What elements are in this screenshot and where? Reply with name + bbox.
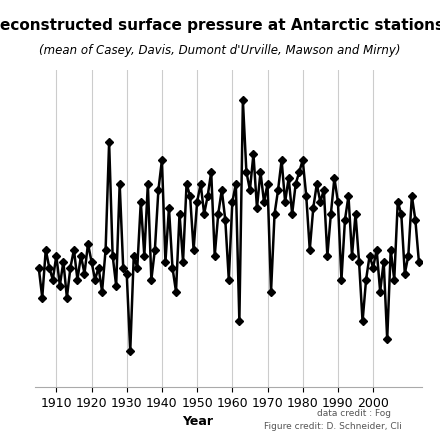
X-axis label: Year: Year	[182, 415, 213, 429]
Text: (mean of Casey, Davis, Dumont d'Urville, Mawson and Mirny): (mean of Casey, Davis, Dumont d'Urville,…	[39, 44, 401, 57]
Text: Figure credit: D. Schneider, Cli: Figure credit: D. Schneider, Cli	[264, 422, 402, 431]
Text: data credit : Fog: data credit : Fog	[317, 409, 391, 418]
Text: econstructed surface pressure at Antarctic stations, D: econstructed surface pressure at Antarct…	[0, 18, 440, 33]
